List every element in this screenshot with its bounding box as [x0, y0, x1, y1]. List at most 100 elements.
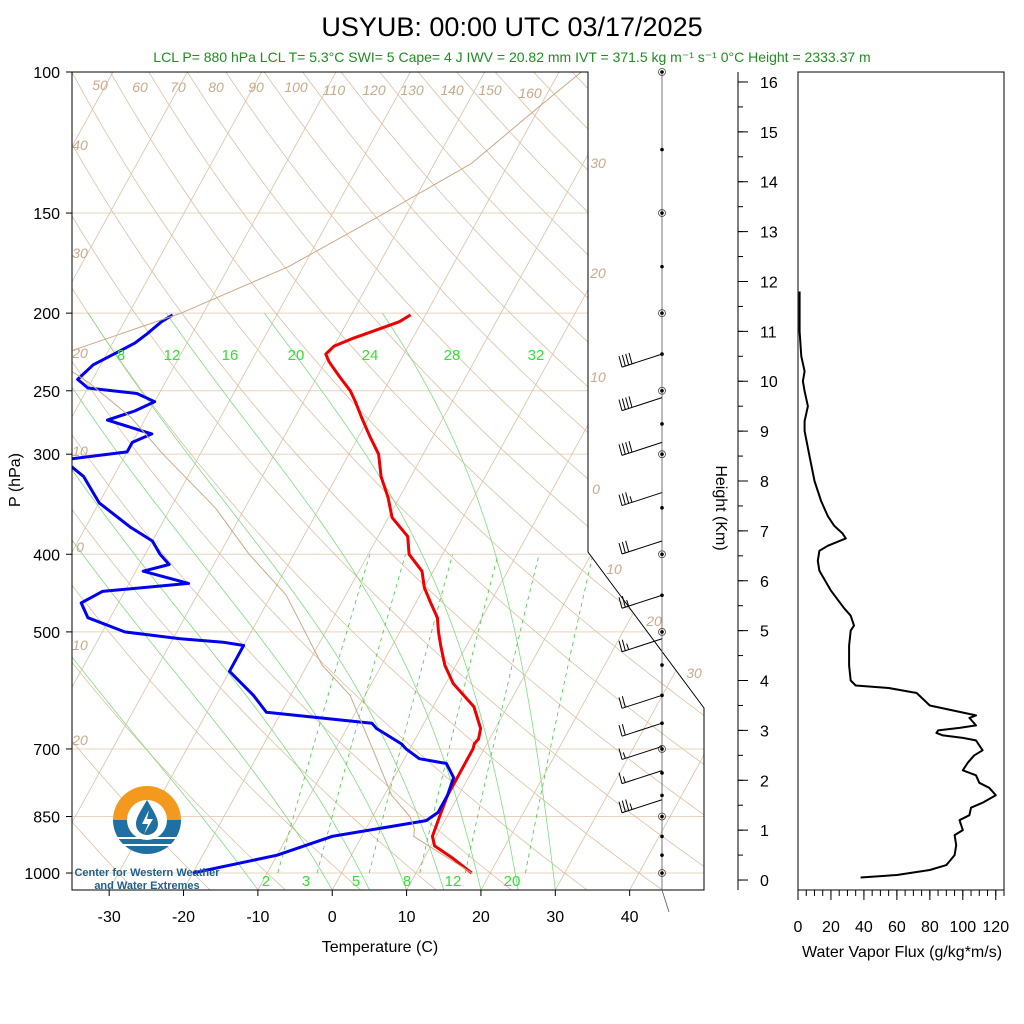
- flux-tick-label: 120: [982, 919, 1009, 936]
- wind-barb-half-flag: [622, 776, 626, 783]
- dry-adiabat-label: 150: [478, 82, 502, 98]
- wind-barb-flag: [625, 397, 630, 409]
- y-tick-label: 300: [33, 447, 60, 464]
- isotherm-line: [331, 72, 704, 890]
- wind-level-dot: [660, 211, 664, 215]
- moist-adiabat-label: 10: [590, 369, 606, 385]
- wind-barb-half-flag: [626, 599, 630, 607]
- height-tick-label: 1: [760, 823, 769, 840]
- wind-barb-flag: [618, 494, 623, 506]
- wind-barb-flag: [625, 353, 630, 366]
- skewt-series-layer: [72, 72, 582, 875]
- height-tick-label: 9: [760, 424, 769, 441]
- height-tick-label: 11: [760, 324, 777, 341]
- wind-barb-half-flag: [626, 643, 630, 650]
- dry-adiabat-line: [72, 72, 362, 890]
- wind-barb-flag: [621, 541, 626, 554]
- wind-level-dot: [660, 264, 664, 269]
- logo-text-line2: and Water Extremes: [94, 880, 199, 892]
- dry-adiabat-line: [72, 72, 135, 890]
- mixing-ratio-label: 24: [362, 347, 379, 364]
- mixing-ratio-label: 32: [528, 347, 545, 364]
- flux-tick-label: 60: [888, 919, 906, 936]
- wind-barb-flag: [618, 801, 623, 813]
- chart-title: USYUB: 00:00 UTC 03/17/2025: [321, 12, 702, 42]
- moist-adiabat-label: 20: [645, 613, 662, 629]
- wind-level-circle: [658, 68, 666, 76]
- x-tick-label: 10: [398, 909, 416, 926]
- dry-adiabat-label: 100: [284, 79, 308, 95]
- dry-adiabat-line: [148, 72, 704, 890]
- skewt-x-axis-label: Temperature (C): [322, 939, 438, 956]
- moist-adiabat-label: 0: [592, 481, 600, 497]
- wind-level-circle: [658, 812, 666, 821]
- wind-barb-flag: [621, 800, 626, 812]
- moist-adiabat-line: [87, 312, 445, 890]
- wind-level-dot: [660, 793, 664, 798]
- mixing-ratio-line: [368, 554, 453, 874]
- isotherm-line: [183, 72, 634, 890]
- mixing-ratio-label: 12: [164, 347, 181, 364]
- wind-level-dot: [660, 311, 664, 315]
- wind-staff-axis: [661, 889, 670, 913]
- parcel-profile-line: [72, 72, 582, 874]
- mixing-ratio-label: 8: [117, 347, 125, 364]
- y-tick-label: 250: [33, 384, 60, 401]
- wind-barb-staff: [621, 722, 663, 737]
- y-tick-label: 700: [33, 742, 60, 759]
- mixing-ratio-label: 16: [222, 347, 239, 364]
- isotherm-label: 20: [71, 345, 88, 361]
- wind-level-dot: [660, 552, 664, 557]
- moist-adiabat-line: [263, 312, 519, 890]
- x-tick-label: -10: [246, 909, 269, 926]
- isotherm-line: [72, 72, 188, 890]
- flux-tick-label: 80: [921, 919, 939, 936]
- isotherm-line: [480, 72, 704, 890]
- wind-level-dot: [660, 771, 664, 775]
- wind-barb-flag: [621, 493, 626, 505]
- dry-adiabat-label: 50: [92, 77, 108, 93]
- wind-barb-flag: [618, 444, 623, 456]
- wind-level-dot: [660, 70, 664, 74]
- height-tick-label: 7: [760, 524, 769, 541]
- wind-barb-flag: [618, 399, 623, 411]
- isotherm-label: 40: [72, 137, 88, 153]
- wind-barb-half-flag: [622, 752, 626, 759]
- wind-level-circle: [658, 627, 666, 636]
- mixing-ratio-label: 20: [504, 873, 521, 890]
- y-tick-label: 400: [33, 547, 60, 564]
- wind-barb-flag: [628, 352, 633, 364]
- wind-barb-flag: [621, 639, 626, 651]
- x-tick-label: 0: [328, 909, 337, 926]
- chart-subtitle: LCL P= 880 hPa LCL T= 5.3°C SWI= 5 Cape=…: [153, 49, 870, 65]
- y-tick-label: 850: [33, 809, 60, 826]
- temperature-profile-line: [324, 313, 483, 875]
- wind-level-dot: [660, 147, 664, 152]
- wind-level-circle: [658, 550, 666, 559]
- moist-adiabat-line: [72, 312, 259, 890]
- wind-barb-flag: [625, 442, 630, 454]
- dry-adiabat-line: [72, 72, 704, 890]
- dry-adiabat-line: [72, 72, 704, 890]
- dry-adiabat-line: [263, 72, 704, 890]
- y-tick-label: 500: [33, 625, 60, 642]
- dry-adiabat-label: 60: [132, 79, 148, 95]
- wind-level-dot: [660, 834, 664, 839]
- moist-adiabat-line: [72, 312, 407, 890]
- wind-level-dot: [660, 663, 664, 667]
- dry-adiabat-label: 70: [170, 79, 186, 95]
- wind-level-circle: [658, 745, 666, 753]
- moist-adiabat-label: 30: [686, 665, 702, 681]
- dry-adiabat-line: [379, 72, 704, 890]
- y-tick-label: 200: [33, 306, 60, 323]
- wind-level-circle: [658, 309, 666, 318]
- wind-barb-flag: [618, 725, 623, 737]
- wind-level-dot: [660, 747, 664, 751]
- dry-adiabat-label: 80: [208, 79, 224, 95]
- wind-barb-flag: [625, 492, 630, 504]
- mixing-ratio-line: [419, 554, 499, 874]
- wind-barb-flag: [618, 640, 623, 652]
- wind-level-dot: [660, 388, 664, 393]
